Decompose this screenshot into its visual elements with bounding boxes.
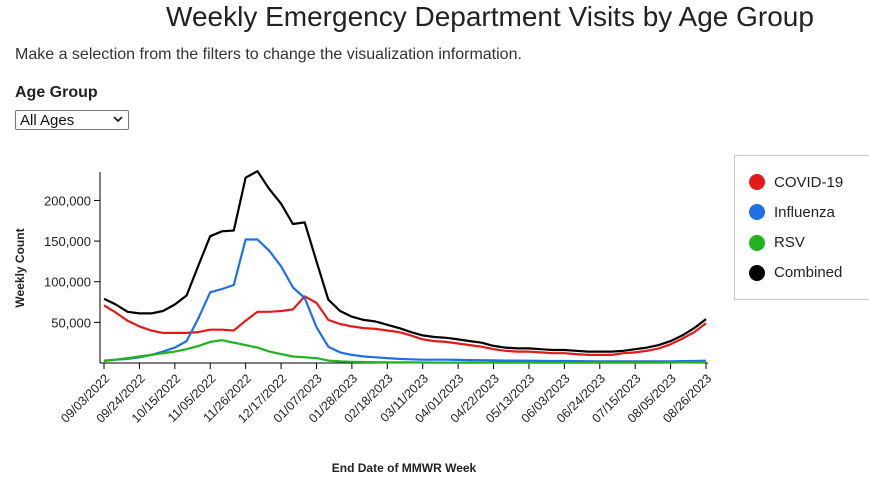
series-line-covid-19 — [103, 295, 707, 356]
legend-marker — [749, 174, 765, 190]
legend-marker — [749, 234, 765, 251]
age-group-selected-value: All Ages — [20, 112, 75, 129]
legend-item: Combined — [749, 263, 842, 283]
legend-marker — [749, 204, 765, 221]
page-subtitle: Make a selection from the filters to cha… — [15, 46, 522, 63]
legend-label: COVID-19 — [774, 173, 844, 191]
legend-item: COVID-19 — [749, 172, 843, 192]
legend-label: Influenza — [774, 203, 835, 221]
y-tick-label: 50,000 — [51, 315, 91, 330]
series-line-combined — [103, 170, 707, 353]
legend-label: RSV — [774, 234, 805, 252]
legend-item: Influenza — [749, 202, 835, 222]
age-group-select[interactable]: All Ages — [15, 110, 129, 130]
legend-item: RSV — [749, 233, 805, 253]
series-line-influenza — [103, 238, 707, 363]
chevron-down-icon — [113, 116, 123, 123]
series-line-rsv — [103, 339, 707, 364]
y-tick-label: 100,000 — [44, 275, 91, 290]
y-tick-label: 150,000 — [44, 234, 91, 249]
legend-label: Combined — [774, 264, 843, 282]
x-axis-label: End Date of MMWR Week — [332, 461, 477, 475]
legend-marker — [749, 264, 765, 281]
chart-legend: COVID-19 Influenza RSV Combined — [734, 155, 869, 300]
y-axis-label: Weekly Count — [13, 228, 27, 307]
age-group-label: Age Group — [15, 84, 98, 101]
page-title: Weekly Emergency Department Visits by Ag… — [166, 1, 814, 32]
y-tick-label: 200,000 — [44, 193, 91, 208]
